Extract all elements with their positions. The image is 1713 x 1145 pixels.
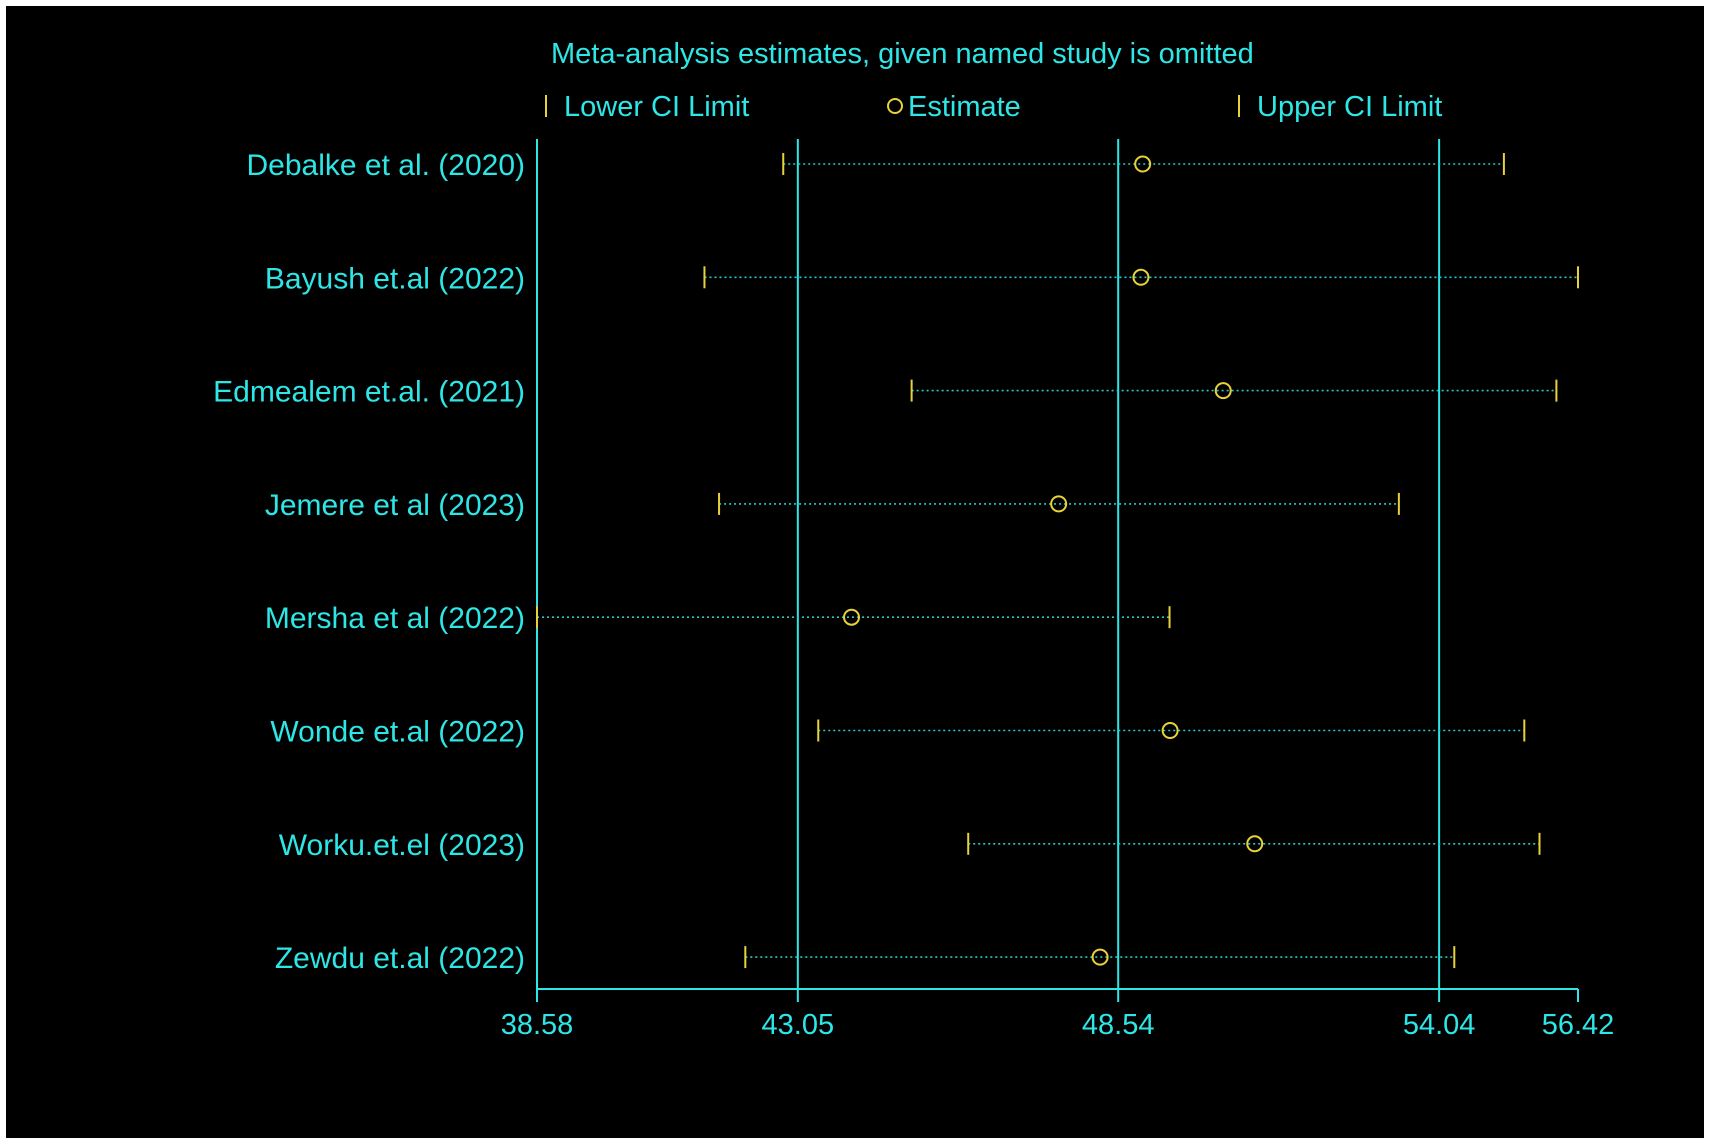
study-label: Mersha et al (2022)	[265, 602, 525, 635]
study-label: Worku.et.el (2023)	[279, 829, 525, 862]
estimate-marker	[1134, 155, 1152, 173]
study-label: Debalke et al. (2020)	[247, 149, 526, 182]
x-tick-label: 48.54	[1082, 1009, 1155, 1041]
axes	[536, 139, 1578, 990]
legend-label-estimate: Estimate	[908, 91, 1021, 123]
reference-lines	[796, 139, 1441, 989]
estimate-marker	[1161, 722, 1179, 739]
estimate-marker	[843, 608, 861, 626]
study-row: Wonde et.al (2022)	[270, 716, 1526, 749]
study-label: Edmealem et.al. (2021)	[213, 376, 525, 409]
study-row: Mersha et al (2022)	[265, 602, 1171, 635]
chart-title: Meta-analysis estimates, given named stu…	[551, 38, 1254, 70]
study-row: Worku.et.el (2023)	[279, 829, 1541, 862]
x-ticks: 38.58 43.05 48.54 54.04 56.42	[501, 989, 1615, 1041]
study-row: Edmealem et.al. (2021)	[213, 376, 1558, 409]
study-row: Zewdu et.al (2022)	[275, 942, 1456, 975]
x-tick-label: 38.58	[501, 1009, 574, 1041]
legend-estimate-symbol	[887, 98, 903, 114]
x-tick-label: 54.04	[1403, 1009, 1476, 1041]
study-label: Wonde et.al (2022)	[270, 716, 525, 749]
legend-label-lower: Lower CI Limit	[564, 91, 749, 123]
study-label: Bayush et.al (2022)	[265, 262, 525, 295]
forest-plot: Meta-analysis estimates, given named stu…	[213, 38, 1615, 1041]
estimate-marker	[1214, 382, 1232, 400]
estimate-marker	[1091, 948, 1109, 966]
study-label: Zewdu et.al (2022)	[275, 942, 525, 975]
estimate-marker	[1246, 835, 1264, 853]
legend: Lower CI Limit Estimate Upper CI Limit	[545, 91, 1442, 123]
x-tick-label: 56.42	[1542, 1009, 1615, 1041]
study-row: Jemere et al (2023)	[265, 489, 1400, 522]
chart-frame: Meta-analysis estimates, given named stu…	[6, 6, 1704, 1138]
study-row: Bayush et.al (2022)	[265, 262, 1579, 295]
estimate-marker	[1050, 495, 1068, 513]
x-tick-label: 43.05	[762, 1009, 835, 1041]
legend-label-upper: Upper CI Limit	[1257, 91, 1442, 123]
study-label: Jemere et al (2023)	[265, 489, 525, 522]
study-row: Debalke et al. (2020)	[247, 149, 1505, 182]
study-rows: Debalke et al. (2020) Bayush et.al (2022)…	[213, 149, 1579, 975]
estimate-marker	[1132, 268, 1150, 286]
